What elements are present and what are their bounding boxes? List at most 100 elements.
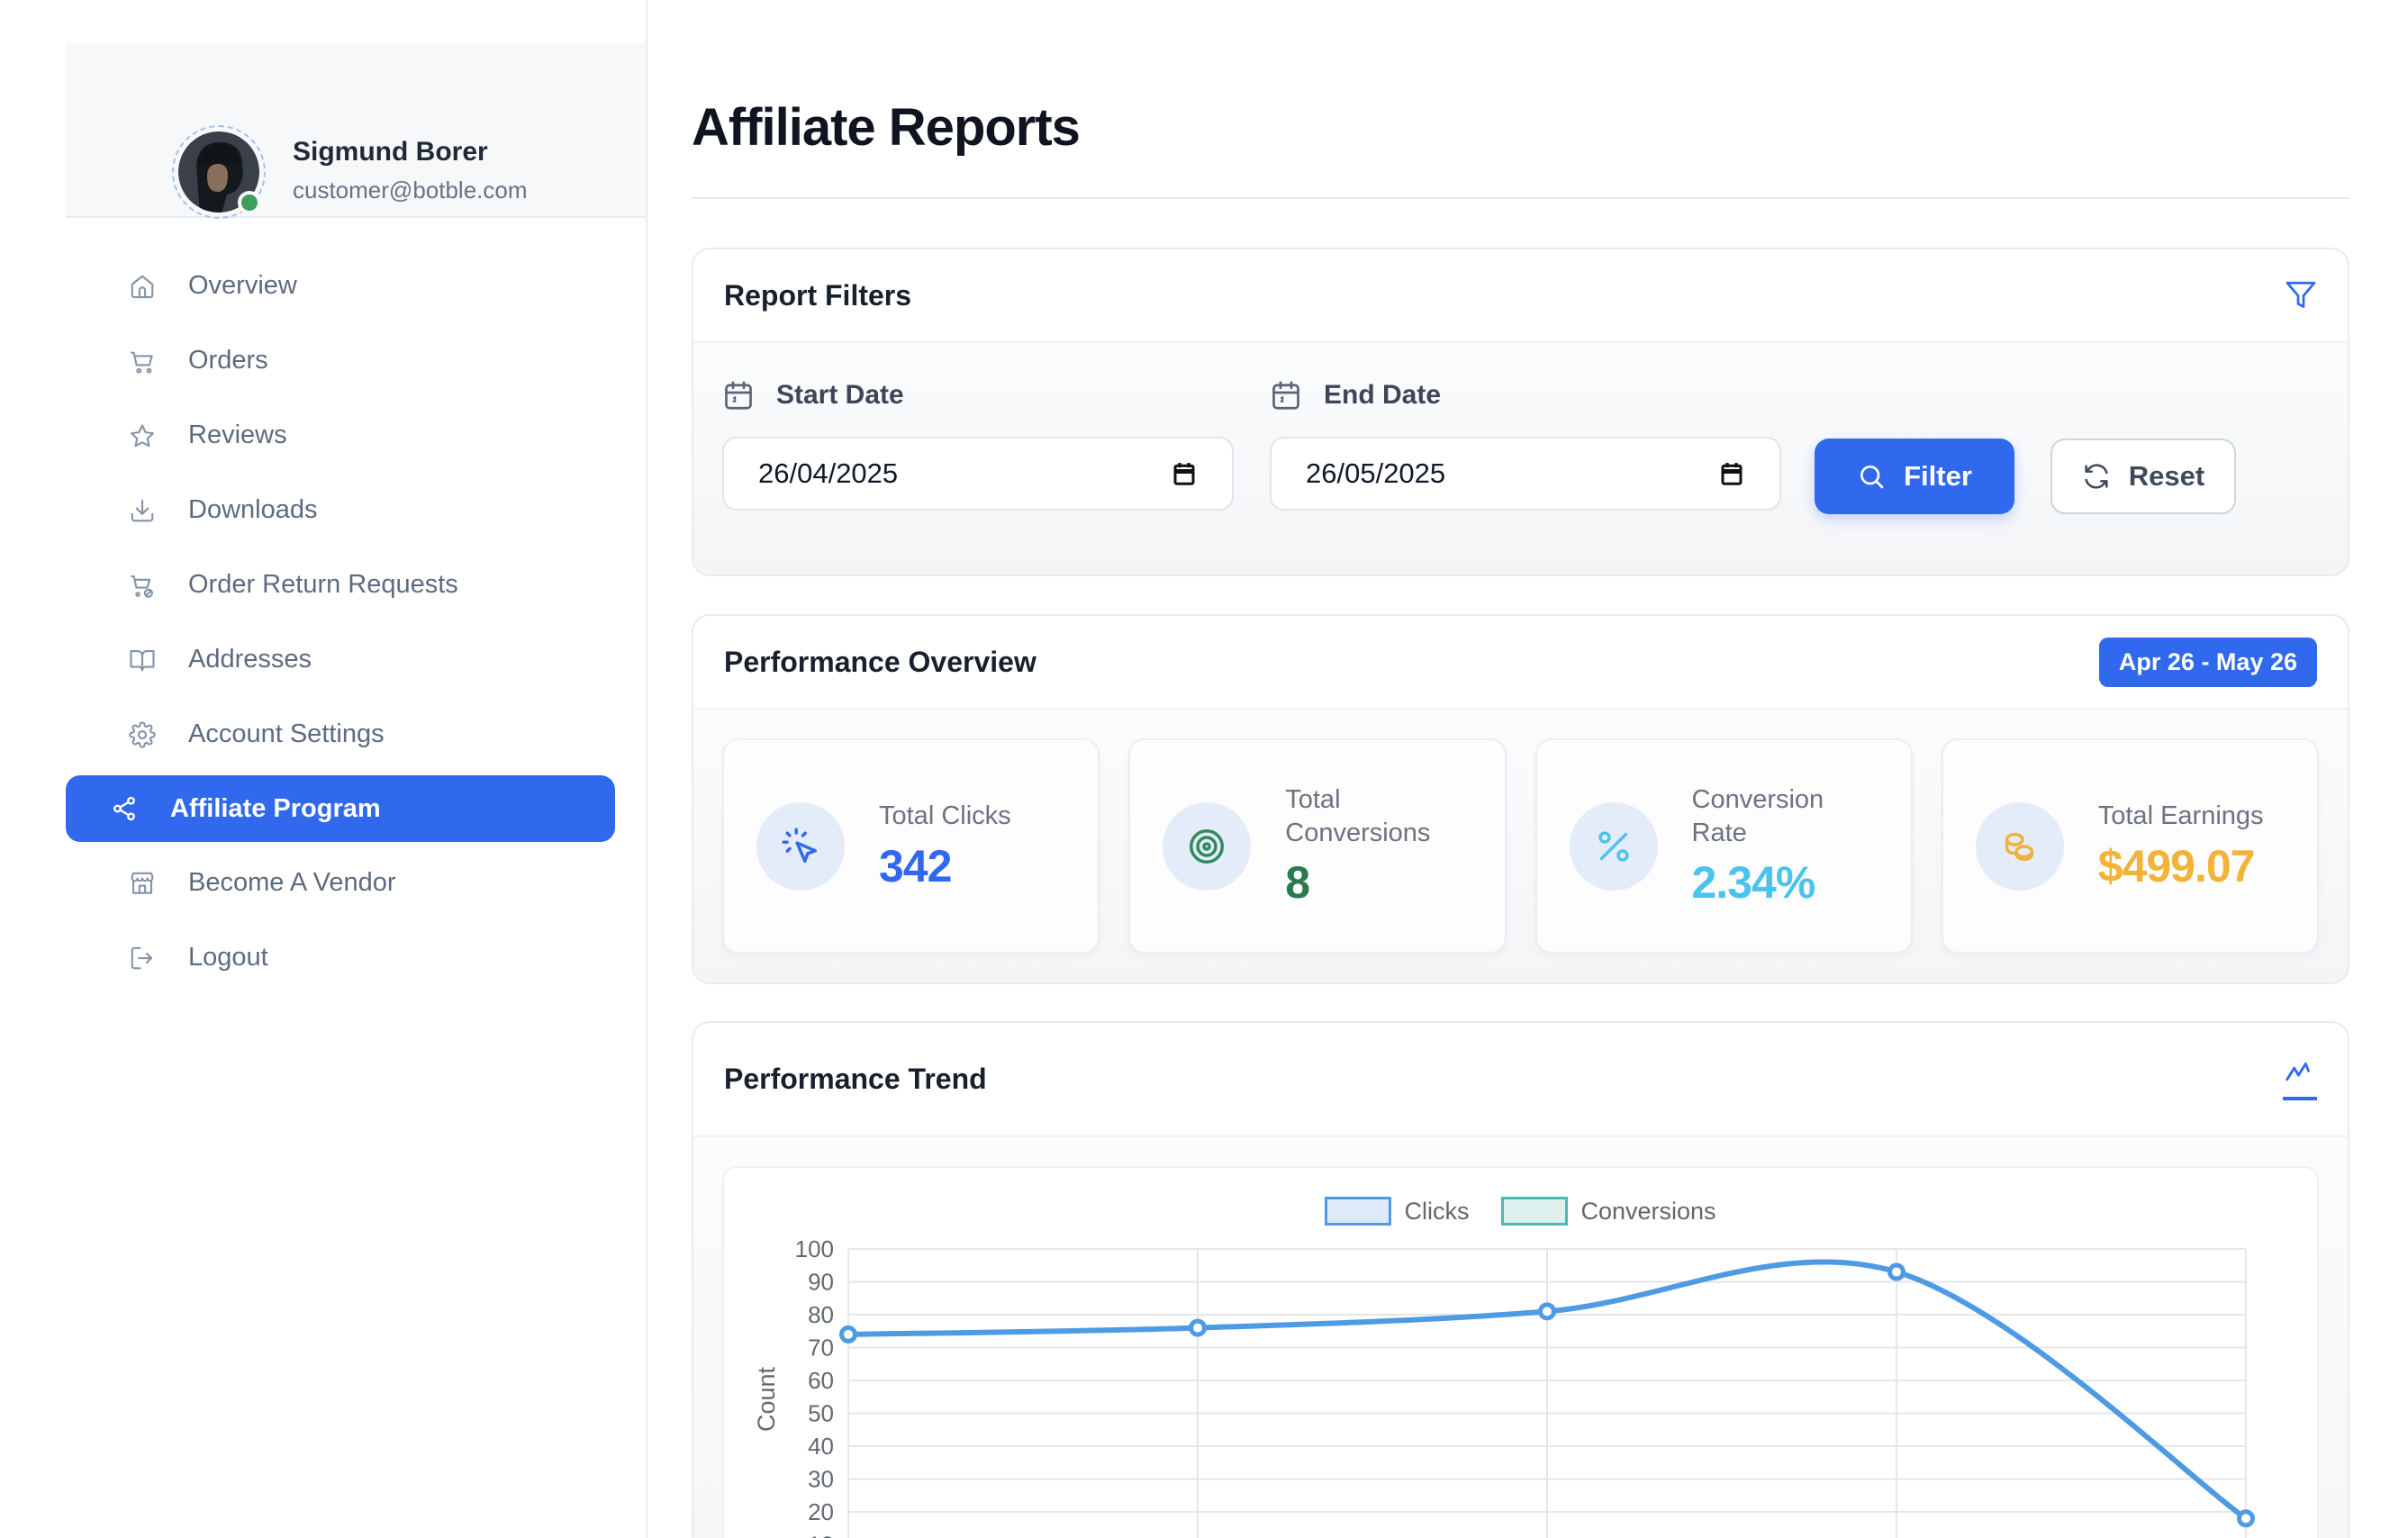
svg-text:50: 50 <box>808 1400 834 1427</box>
stat-value: 8 <box>1285 856 1471 909</box>
start-date-label: Start Date <box>776 380 904 411</box>
book-open-icon <box>129 647 156 674</box>
stat-label: Total Earnings <box>2098 800 2264 832</box>
line-chart[interactable]: 100 90 80 70 60 50 40 30 20 10 Count <box>724 1233 2321 1538</box>
end-date-input[interactable]: 26/05/2025 <box>1270 437 1781 511</box>
datepicker-icon[interactable] <box>1718 460 1745 487</box>
star-icon <box>129 422 156 449</box>
start-date-label-row: Start Date <box>722 379 1234 412</box>
store-icon <box>129 870 156 897</box>
calendar-icon <box>722 379 755 412</box>
svg-text:30: 30 <box>808 1466 834 1493</box>
sidebar-item-label: Account Settings <box>188 719 385 749</box>
home-icon <box>129 273 156 300</box>
svg-text:10: 10 <box>808 1532 834 1538</box>
filter-button[interactable]: Filter <box>1815 439 2014 514</box>
sidebar-nav: Overview Orders Reviews Downloads Order … <box>66 249 615 995</box>
sidebar-item-account-settings[interactable]: Account Settings <box>66 697 615 772</box>
sidebar: Sigmund Borer customer@botble.com Overvi… <box>0 0 647 1538</box>
svg-text:90: 90 <box>808 1269 834 1296</box>
sidebar-item-label: Downloads <box>188 495 317 525</box>
cart-return-icon <box>129 572 156 599</box>
sidebar-item-label: Affiliate Program <box>170 794 381 824</box>
sidebar-item-label: Logout <box>188 943 268 973</box>
stat-label: Total Conversions <box>1285 783 1471 849</box>
end-date-value: 26/05/2025 <box>1306 457 1445 490</box>
sidebar-item-orders[interactable]: Orders <box>66 323 615 398</box>
sidebar-item-reviews[interactable]: Reviews <box>66 398 615 473</box>
sidebar-item-logout[interactable]: Logout <box>66 920 615 995</box>
start-date-input[interactable]: 26/04/2025 <box>722 437 1234 511</box>
sidebar-item-overview[interactable]: Overview <box>66 249 615 323</box>
end-date-label-row: End Date <box>1270 379 1781 412</box>
date-range-badge: Apr 26 - May 26 <box>2099 638 2317 687</box>
legend-item[interactable]: Conversions <box>1501 1197 1715 1226</box>
logout-icon <box>129 945 156 972</box>
header-divider <box>692 197 2349 199</box>
sidebar-item-label: Addresses <box>188 645 312 674</box>
sidebar-item-label: Orders <box>188 346 268 375</box>
report-filters-card: Report Filters Start Date 26/04/2025 <box>692 248 2349 576</box>
legend-swatch <box>1325 1197 1391 1226</box>
svg-text:60: 60 <box>808 1367 834 1394</box>
stat-value: 2.34% <box>1692 856 1878 909</box>
sidebar-item-affiliate-program[interactable]: Affiliate Program <box>66 775 615 842</box>
stat-card-total-earnings: Total Earnings $499.07 <box>1942 738 2319 954</box>
sidebar-item-downloads[interactable]: Downloads <box>66 473 615 547</box>
search-icon <box>1857 462 1886 491</box>
gear-icon <box>129 721 156 748</box>
chart-legend[interactable]: Clicks Conversions <box>724 1193 2317 1229</box>
filters-title: Report Filters <box>724 279 911 312</box>
main-content: Affiliate Reports Report Filters Start D… <box>692 0 2349 1538</box>
cursor-click-icon <box>756 802 845 891</box>
legend-swatch <box>1501 1197 1568 1226</box>
profile-panel: Sigmund Borer customer@botble.com <box>66 43 646 218</box>
chart-container: Clicks Conversions 100 90 80 70 60 50 40 30 20 10 C… <box>722 1166 2319 1538</box>
filter-funnel-icon[interactable] <box>2285 278 2317 313</box>
refresh-icon <box>2082 462 2111 491</box>
stat-value: $499.07 <box>2098 840 2264 892</box>
trend-line-icon[interactable] <box>2283 1058 2317 1100</box>
svg-text:100: 100 <box>795 1235 834 1262</box>
svg-text:20: 20 <box>808 1498 834 1525</box>
sidebar-item-order-return-requests[interactable]: Order Return Requests <box>66 547 615 622</box>
page-title: Affiliate Reports <box>692 97 2349 158</box>
percent-icon <box>1570 802 1658 891</box>
reset-button[interactable]: Reset <box>2050 439 2236 514</box>
page: Sigmund Borer customer@botble.com Overvi… <box>0 0 2408 1538</box>
cart-icon <box>129 348 156 375</box>
calendar-icon <box>1270 379 1302 412</box>
online-status-dot <box>238 191 261 214</box>
sidebar-item-label: Overview <box>188 271 297 301</box>
sidebar-item-become-a-vendor[interactable]: Become A Vendor <box>66 846 615 920</box>
stat-card-total-conversions: Total Conversions 8 <box>1128 738 1506 954</box>
avatar <box>178 131 259 213</box>
svg-text:Count: Count <box>753 1366 780 1432</box>
stat-card-total-clicks: Total Clicks 342 <box>722 738 1100 954</box>
overview-title: Performance Overview <box>724 646 1037 679</box>
stat-label: Conversion Rate <box>1692 783 1878 849</box>
svg-text:80: 80 <box>808 1301 834 1328</box>
trend-title: Performance Trend <box>724 1063 987 1096</box>
stat-card-conversion-rate: Conversion Rate 2.34% <box>1535 738 1913 954</box>
user-name: Sigmund Borer <box>293 137 488 167</box>
start-date-value: 26/04/2025 <box>758 457 898 490</box>
svg-text:70: 70 <box>808 1334 834 1362</box>
coins-icon <box>1976 802 2064 891</box>
legend-item[interactable]: Clicks <box>1325 1197 1469 1226</box>
stat-value: 342 <box>879 840 1011 892</box>
performance-trend-card: Performance Trend Clicks Conversions 100 9… <box>692 1021 2349 1538</box>
datepicker-icon[interactable] <box>1171 460 1198 487</box>
sidebar-item-label: Order Return Requests <box>188 570 458 600</box>
sidebar-item-addresses[interactable]: Addresses <box>66 622 615 697</box>
end-date-label: End Date <box>1324 380 1441 411</box>
performance-overview-card: Performance Overview Apr 26 - May 26 Tot… <box>692 614 2349 984</box>
svg-text:40: 40 <box>808 1433 834 1460</box>
user-email: customer@botble.com <box>293 176 528 204</box>
stat-label: Total Clicks <box>879 800 1011 832</box>
sidebar-item-label: Reviews <box>188 421 287 450</box>
download-icon <box>129 497 156 524</box>
share-nodes-icon <box>111 795 138 822</box>
target-icon <box>1163 802 1251 891</box>
sidebar-item-label: Become A Vendor <box>188 868 396 898</box>
